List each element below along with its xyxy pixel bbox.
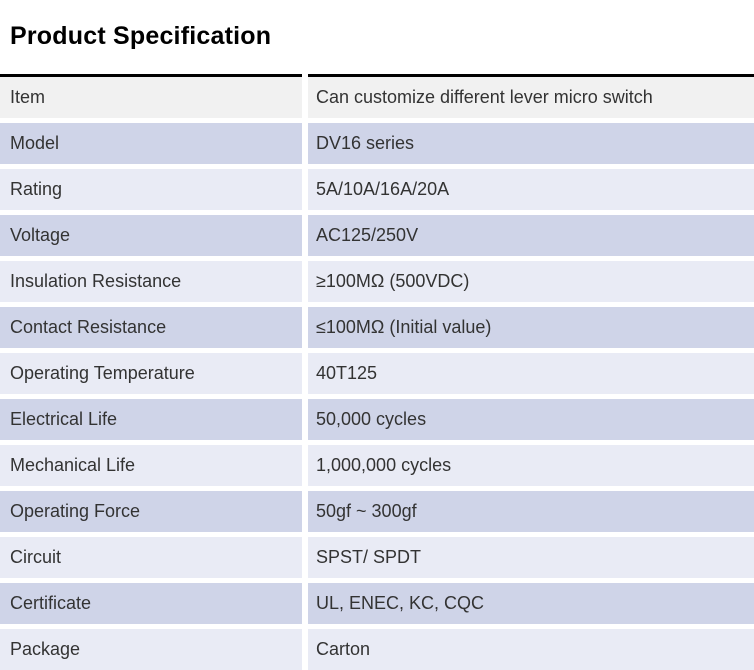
row-label: Rating — [0, 168, 302, 210]
row-value: UL, ENEC, KC, CQC — [308, 582, 754, 624]
table-row: Contact Resistance ≤100MΩ (Initial value… — [0, 306, 754, 348]
row-label: Circuit — [0, 536, 302, 578]
row-label: Package — [0, 628, 302, 670]
row-value: 50gf ~ 300gf — [308, 490, 754, 532]
row-value: 1,000,000 cycles — [308, 444, 754, 486]
table-row: Package Carton — [0, 628, 754, 670]
row-label: Insulation Resistance — [0, 260, 302, 302]
row-value: AC125/250V — [308, 214, 754, 256]
row-label: Certificate — [0, 582, 302, 624]
table-row: Electrical Life 50,000 cycles — [0, 398, 754, 440]
row-value: Carton — [308, 628, 754, 670]
row-label: Voltage — [0, 214, 302, 256]
table-row: Operating Force 50gf ~ 300gf — [0, 490, 754, 532]
table-row: Item Can customize different lever micro… — [0, 73, 754, 118]
row-label: Item — [0, 73, 302, 118]
row-value: DV16 series — [308, 122, 754, 164]
table-row: Rating 5A/10A/16A/20A — [0, 168, 754, 210]
page-title: Product Specification — [10, 22, 272, 51]
row-label: Model — [0, 122, 302, 164]
row-value: ≤100MΩ (Initial value) — [308, 306, 754, 348]
row-value: ≥100MΩ (500VDC) — [308, 260, 754, 302]
row-label: Operating Force — [0, 490, 302, 532]
table-row: Insulation Resistance ≥100MΩ (500VDC) — [0, 260, 754, 302]
table-row: Operating Temperature 40T125 — [0, 352, 754, 394]
row-value: Can customize different lever micro swit… — [308, 73, 754, 118]
row-label: Mechanical Life — [0, 444, 302, 486]
row-label: Operating Temperature — [0, 352, 302, 394]
table-row: Mechanical Life 1,000,000 cycles — [0, 444, 754, 486]
row-label: Electrical Life — [0, 398, 302, 440]
row-value: 5A/10A/16A/20A — [308, 168, 754, 210]
row-value: SPST/ SPDT — [308, 536, 754, 578]
row-label: Contact Resistance — [0, 306, 302, 348]
row-value: 50,000 cycles — [308, 398, 754, 440]
table-row: Circuit SPST/ SPDT — [0, 536, 754, 578]
row-value: 40T125 — [308, 352, 754, 394]
spec-table: Item Can customize different lever micro… — [0, 73, 754, 670]
table-row: Certificate UL, ENEC, KC, CQC — [0, 582, 754, 624]
table-row: Voltage AC125/250V — [0, 214, 754, 256]
table-row: Model DV16 series — [0, 122, 754, 164]
